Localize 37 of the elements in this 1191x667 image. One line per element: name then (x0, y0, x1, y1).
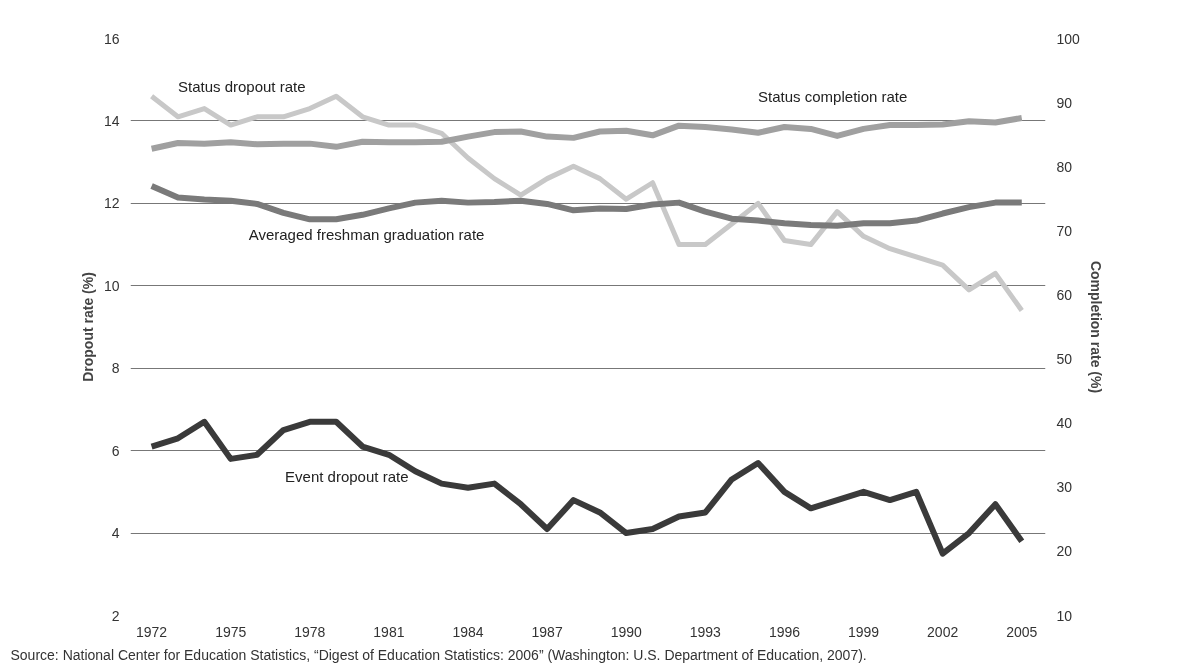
y2-tick-label: 80 (1056, 158, 1073, 175)
y2-tick-label: 20 (1056, 543, 1073, 560)
series-label: Status completion rate (758, 87, 908, 105)
y-tick-label: 10 (103, 277, 120, 294)
y2-tick-label: 30 (1056, 479, 1073, 496)
x-tick-label: 1984 (452, 623, 484, 640)
x-tick-label: 1975 (215, 623, 247, 640)
y2-tick-label: 100 (1056, 30, 1081, 47)
y2-tick-label: 70 (1056, 222, 1073, 239)
x-tick-label: 1993 (689, 623, 722, 640)
y-tick-label: 4 (111, 525, 120, 542)
y-tick-label: 2 (111, 607, 120, 624)
x-tick-label: 2005 (1006, 623, 1038, 640)
y2-tick-label: 60 (1056, 286, 1073, 303)
series-label: Status dropout rate (177, 77, 306, 95)
y-tick-label: 8 (111, 360, 120, 377)
y2-tick-label: 90 (1056, 94, 1073, 111)
y2-tick-label: 10 (1056, 607, 1073, 624)
series-label: Event dropout rate (285, 467, 409, 485)
x-tick-label: 1978 (294, 623, 326, 640)
y2-axis-title: Completion rate (%) (1087, 260, 1104, 394)
x-tick-label: 1981 (373, 623, 405, 640)
series-label: Averaged freshman graduation rate (248, 225, 485, 243)
y-tick-label: 12 (103, 195, 120, 212)
y-tick-label: 6 (111, 442, 120, 459)
x-tick-label: 1999 (847, 623, 880, 640)
y2-tick-label: 40 (1056, 415, 1073, 432)
source-note: Source: National Center for Education Statistics, “Digest of Education Statistics: 2006” (Washington: U.S. Department of Education, 2007). (10, 646, 867, 663)
y-tick-label: 16 (103, 30, 120, 47)
x-tick-label: 1996 (768, 623, 801, 640)
y-axis-title: Dropout rate (%) (79, 272, 96, 382)
x-tick-label: 2002 (927, 623, 959, 640)
x-tick-label: 1972 (136, 623, 168, 640)
x-tick-label: 1990 (610, 623, 643, 640)
x-tick-label: 1987 (531, 623, 563, 640)
y-tick-label: 14 (103, 112, 120, 129)
y2-tick-label: 50 (1056, 351, 1073, 368)
